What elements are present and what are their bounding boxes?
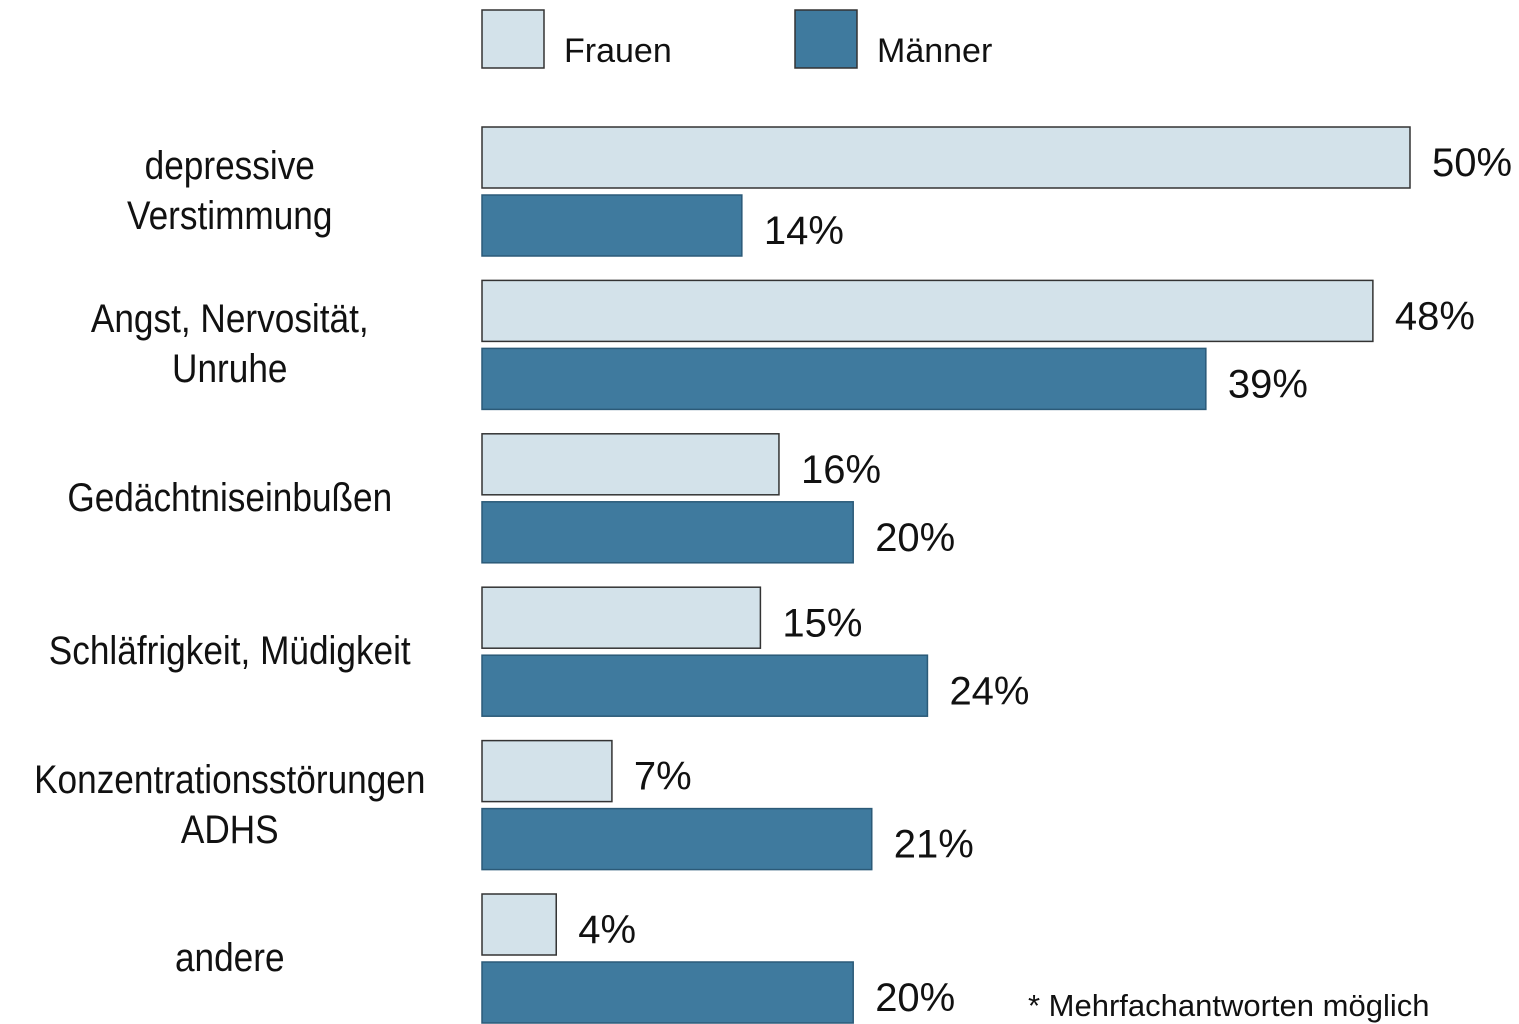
category-label: andere [174,936,285,980]
value-label: 15% [782,601,862,645]
bar [481,807,873,871]
value-label: 14% [764,209,844,253]
value-label: 7% [634,755,692,799]
legend-swatch [794,9,858,69]
bar [481,739,613,803]
value-label: 24% [949,669,1029,713]
legend-swatch [481,9,545,69]
category-label: Schläfrigkeit, Müdigkeit [48,629,411,674]
footnote: * Mehrfachantworten möglich [1028,988,1429,1023]
value-label: 4% [578,908,636,952]
category-label: Angst, Nervosität, Unruhe [90,297,369,392]
value-label: 16% [801,448,881,492]
bar [481,279,1374,343]
legend-label: Männer [877,32,992,70]
value-label: 21% [894,823,974,867]
value-label: 39% [1228,362,1308,406]
value-label: 20% [875,976,955,1020]
bar [481,126,1411,189]
category-label: depressive Verstimmung [127,144,333,238]
bar [481,501,854,564]
bar [481,586,762,649]
legend-label: Frauen [564,32,672,70]
category-label: Konzentrationsstörungen ADHS [34,757,426,852]
value-label: 48% [1395,294,1475,338]
value-label: 20% [875,516,955,560]
category-label: Gedächtniseinbußen [67,475,393,520]
bar [481,194,743,257]
bar [481,654,929,717]
bar [481,347,1207,411]
bar [481,433,780,496]
bar [481,893,557,956]
value-label: 50% [1432,141,1512,185]
bar [481,961,854,1024]
